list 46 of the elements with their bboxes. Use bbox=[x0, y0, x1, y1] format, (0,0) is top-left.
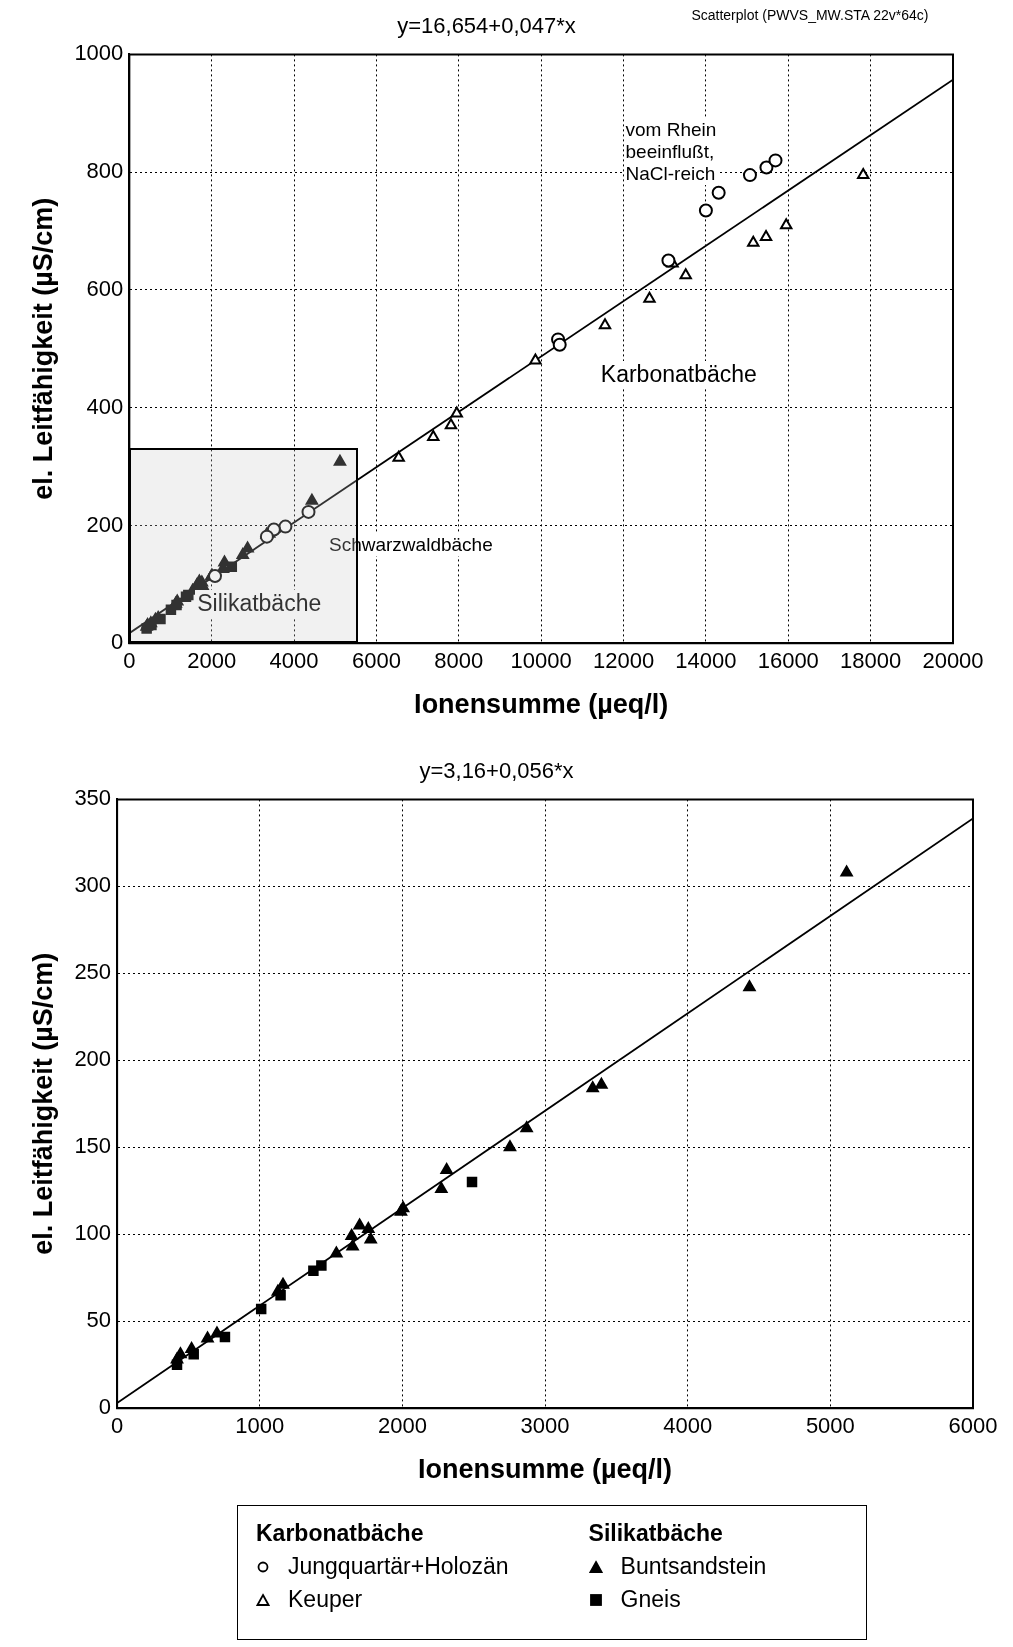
annotation: Silikatbäche bbox=[195, 590, 324, 617]
y-tick-label: 600 bbox=[86, 275, 124, 301]
y-tick-label: 200 bbox=[86, 511, 124, 537]
x-axis-title: Ionensumme (µeq/l) bbox=[418, 1454, 673, 1485]
x-tick-label: 5000 bbox=[805, 1413, 855, 1439]
y-tick-label: 200 bbox=[74, 1046, 112, 1072]
x-tick-label: 4000 bbox=[269, 648, 319, 674]
x-tick-label: 16000 bbox=[757, 648, 819, 674]
text: Silikatbäche bbox=[588, 1520, 724, 1547]
y-tick-label: 150 bbox=[74, 1133, 112, 1159]
y-tick-label: 300 bbox=[74, 872, 112, 898]
legend-label: Keuper bbox=[288, 1586, 363, 1613]
y-axis-title: el. Leitfähigkeit (µS/cm) bbox=[27, 952, 58, 1255]
text: Karbonatbäche bbox=[256, 1520, 425, 1547]
x-tick-label: 18000 bbox=[840, 648, 902, 674]
x-tick-label: 8000 bbox=[434, 648, 484, 674]
y-tick-label: 1000 bbox=[74, 40, 124, 66]
annotation: Karbonatbäche bbox=[598, 360, 759, 387]
y-tick-label: 0 bbox=[98, 1394, 112, 1420]
chart-title: y=3,16+0,056*x bbox=[419, 758, 574, 784]
x-tick-label: 3000 bbox=[520, 1413, 570, 1439]
y-axis-title: el. Leitfähigkeit (µS/cm) bbox=[27, 197, 58, 500]
y-tick-label: 400 bbox=[86, 393, 124, 419]
y-tick-label: 350 bbox=[74, 785, 112, 811]
x-tick-label: 2000 bbox=[187, 648, 237, 674]
x-tick-label: 12000 bbox=[592, 648, 655, 674]
x-tick-label: 20000 bbox=[922, 648, 984, 674]
x-tick-label: 6000 bbox=[351, 648, 401, 674]
x-tick-label: 6000 bbox=[948, 1413, 998, 1439]
x-axis-title: Ionensumme (µeq/l) bbox=[414, 689, 669, 720]
x-tick-label: 4000 bbox=[663, 1413, 713, 1439]
legend-label: Buntsandstein bbox=[620, 1553, 767, 1580]
x-tick-label: 2000 bbox=[377, 1413, 427, 1439]
y-tick-label: 250 bbox=[74, 959, 112, 985]
x-tick-label: 10000 bbox=[510, 648, 572, 674]
y-tick-label: 50 bbox=[86, 1307, 112, 1333]
x-tick-label: 14000 bbox=[675, 648, 737, 674]
y-tick-label: 0 bbox=[111, 629, 124, 655]
y-tick-label: 800 bbox=[86, 158, 124, 184]
text: Scatterplot (PWVS_MW.STA 22v*64c) bbox=[689, 7, 931, 24]
chart-title: y=16,654+0,047*x bbox=[397, 13, 576, 39]
x-tick-label: 1000 bbox=[235, 1413, 285, 1439]
annotation: vom Rhein beeinflußt, NaCl-reich bbox=[623, 119, 719, 185]
y-tick-label: 100 bbox=[74, 1220, 112, 1246]
legend-label: Jungquartär+Holozän bbox=[288, 1553, 509, 1580]
legend-label: Gneis bbox=[620, 1586, 681, 1613]
